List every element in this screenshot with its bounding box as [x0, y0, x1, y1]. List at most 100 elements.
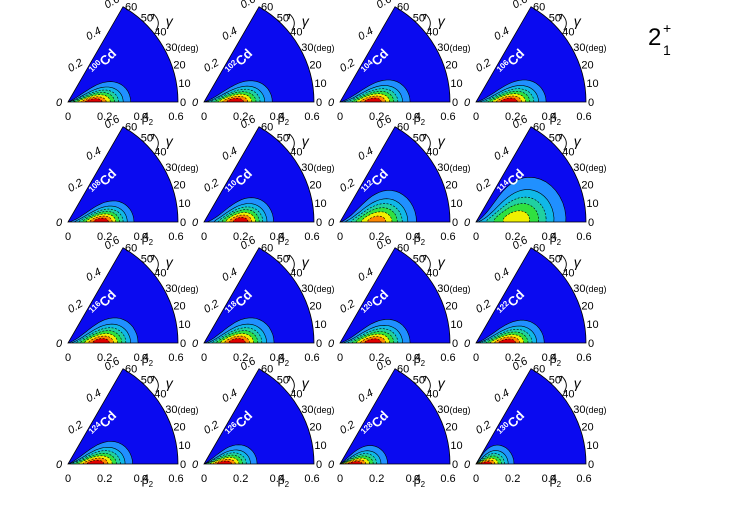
gamma-arrow-icon — [420, 254, 431, 272]
sector-background — [204, 368, 314, 464]
beta-tick-label: 0.4 — [134, 473, 149, 485]
beta-tick-label: 0.2 — [97, 473, 112, 485]
radial-tick-label: 0 — [192, 459, 199, 471]
sector-outline — [339, 247, 451, 344]
state-label-sub: 1 — [663, 42, 671, 58]
gamma-tick-label: 0 — [180, 459, 186, 471]
beta-tick-label: 0.4 — [406, 111, 421, 123]
beta-tick-label: 0.6 — [168, 111, 183, 123]
contour-level — [361, 211, 393, 222]
beta-tick-label: 0.2 — [233, 111, 248, 123]
sector-outline — [203, 6, 315, 103]
beta-tick-label: 0.6 — [168, 352, 183, 364]
gamma-tick-label: 30(deg) — [437, 283, 470, 295]
gamma-tick-label: 0 — [452, 459, 458, 471]
radial-tick-label: 0.2 — [338, 177, 357, 195]
contour-level — [502, 210, 530, 222]
radial-tick-label: 0.2 — [474, 57, 493, 75]
beta-tick-label: 0 — [201, 231, 207, 243]
gamma-tick-label: 40 — [562, 26, 574, 38]
beta-tick-label: 0.4 — [406, 473, 421, 485]
radial-tick-label: 0 — [328, 459, 335, 471]
gamma-tick-label: 40 — [290, 26, 302, 38]
gamma-tick-label: 50 — [141, 133, 153, 145]
gamma-tick-label: 0 — [588, 97, 594, 109]
sector-outline — [67, 126, 179, 223]
gamma-tick-label: 40 — [562, 146, 574, 158]
gamma-tick-label: 20 — [445, 179, 457, 191]
contour-level — [364, 97, 382, 102]
beta-tick-label: 0.6 — [168, 473, 183, 485]
gamma-axis-label: γ — [438, 375, 446, 391]
radial-tick-label: 0.4 — [356, 387, 375, 405]
radial-tick-label: 0 — [328, 338, 335, 350]
radial-tick-label: 0 — [192, 217, 199, 229]
sector-background — [68, 126, 178, 222]
radial-tick-label: 0.2 — [474, 419, 493, 437]
density-field — [207, 197, 274, 222]
radial-tick-label: 0.6 — [375, 0, 395, 11]
gamma-tick-label: 30(deg) — [165, 162, 198, 174]
radial-tick-label: 0 — [56, 217, 63, 229]
gamma-tick-label: 60 — [397, 2, 409, 14]
beta-tick-label: 0.6 — [576, 231, 591, 243]
radial-tick-label: 0.2 — [474, 298, 493, 316]
beta-axis-label: β2 — [550, 231, 562, 247]
gamma-tick-label: 20 — [309, 300, 321, 312]
gamma-tick-label: 0 — [316, 97, 322, 109]
gamma-tick-label: 30(deg) — [573, 162, 606, 174]
beta-tick-label: 0.2 — [369, 231, 384, 243]
gamma-tick-label: 10 — [586, 319, 598, 331]
state-label: 2 + 1 — [648, 20, 671, 58]
gamma-tick-label: 0 — [588, 338, 594, 350]
beta-tick-label: 0 — [473, 352, 479, 364]
beta-tick-label: 0 — [337, 473, 343, 485]
beta-axis-label: β2 — [278, 111, 290, 127]
sector-background — [204, 247, 314, 343]
gamma-tick-label: 40 — [154, 26, 166, 38]
beta-axis-label: β2 — [278, 231, 290, 247]
gamma-tick-label: 50 — [549, 13, 561, 25]
radial-tick-label: 0.4 — [356, 266, 375, 284]
gamma-tick-label: 30(deg) — [437, 42, 470, 54]
beta-axis-label: β2 — [414, 473, 426, 489]
beta-tick-label: 0.4 — [270, 231, 285, 243]
radial-tick-label: 0.4 — [492, 145, 511, 163]
gamma-axis-label: γ — [166, 375, 174, 391]
gamma-tick-label: 0 — [180, 97, 186, 109]
beta-tick-label: 0.6 — [440, 111, 455, 123]
gamma-arrow-icon — [148, 133, 159, 151]
gamma-tick-label: 20 — [173, 179, 185, 191]
beta-axis-label: β2 — [414, 352, 426, 368]
beta-axis-label: β2 — [278, 352, 290, 368]
radial-tick-label: 0 — [328, 217, 335, 229]
contour-level — [478, 461, 493, 464]
density-field — [476, 176, 567, 222]
gamma-tick-label: 50 — [413, 13, 425, 25]
gamma-tick-label: 50 — [277, 375, 289, 387]
gamma-tick-label: 40 — [562, 267, 574, 279]
beta-tick-label: 0.6 — [576, 352, 591, 364]
gamma-arrow-icon — [284, 254, 295, 272]
contour-level — [93, 217, 109, 222]
gamma-axis-label: γ — [302, 254, 310, 270]
gamma-tick-label: 20 — [173, 300, 185, 312]
gamma-tick-label: 60 — [397, 122, 409, 134]
gamma-tick-label: 10 — [178, 78, 190, 90]
beta-tick-label: 0.4 — [542, 111, 557, 123]
gamma-tick-label: 20 — [309, 59, 321, 71]
gamma-axis-label: γ — [438, 254, 446, 270]
gamma-tick-label: 50 — [277, 133, 289, 145]
gamma-tick-label: 30(deg) — [301, 42, 334, 54]
gamma-tick-label: 10 — [178, 440, 190, 452]
gamma-tick-label: 50 — [141, 254, 153, 266]
radial-tick-label: 0 — [464, 217, 471, 229]
beta-tick-label: 0.2 — [505, 352, 520, 364]
radial-tick-label: 0.4 — [220, 266, 239, 284]
